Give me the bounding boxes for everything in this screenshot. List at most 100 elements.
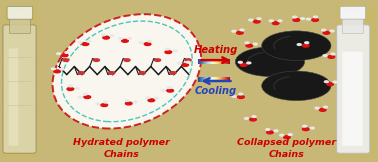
Circle shape <box>165 51 172 53</box>
Circle shape <box>247 62 251 64</box>
Circle shape <box>303 125 307 127</box>
Circle shape <box>307 18 310 20</box>
Circle shape <box>147 40 151 42</box>
Circle shape <box>232 96 236 97</box>
Circle shape <box>103 36 110 39</box>
Circle shape <box>186 61 190 63</box>
Circle shape <box>305 42 309 44</box>
Circle shape <box>119 38 122 39</box>
Circle shape <box>54 70 60 73</box>
Circle shape <box>254 20 260 23</box>
Circle shape <box>315 107 319 109</box>
Circle shape <box>83 93 87 95</box>
Circle shape <box>327 83 333 86</box>
FancyBboxPatch shape <box>2 6 37 158</box>
Circle shape <box>167 87 171 88</box>
Circle shape <box>284 136 290 139</box>
Circle shape <box>232 30 236 32</box>
Circle shape <box>252 116 256 117</box>
Circle shape <box>127 38 131 39</box>
Circle shape <box>266 129 270 130</box>
Circle shape <box>96 103 100 105</box>
Circle shape <box>278 20 282 22</box>
Circle shape <box>182 64 189 66</box>
Text: Hydrated polymer: Hydrated polymer <box>73 138 170 147</box>
Circle shape <box>110 35 114 37</box>
Circle shape <box>323 55 327 56</box>
Ellipse shape <box>53 14 201 129</box>
Circle shape <box>103 101 107 103</box>
FancyBboxPatch shape <box>3 25 36 153</box>
Circle shape <box>148 99 155 102</box>
Circle shape <box>239 93 243 95</box>
FancyBboxPatch shape <box>340 6 366 19</box>
Circle shape <box>257 18 261 20</box>
Circle shape <box>238 96 244 98</box>
Circle shape <box>93 59 99 61</box>
Circle shape <box>78 72 84 74</box>
Circle shape <box>101 104 108 106</box>
Circle shape <box>274 130 278 132</box>
Circle shape <box>139 72 145 74</box>
Circle shape <box>167 89 174 92</box>
FancyBboxPatch shape <box>342 52 363 146</box>
Circle shape <box>125 102 132 105</box>
Text: Collapsed polymer: Collapsed polymer <box>237 138 336 147</box>
Circle shape <box>272 22 279 25</box>
Circle shape <box>246 44 253 47</box>
Circle shape <box>165 48 169 50</box>
Circle shape <box>101 34 105 36</box>
Circle shape <box>333 81 337 83</box>
Circle shape <box>75 87 79 89</box>
Circle shape <box>125 100 129 101</box>
Circle shape <box>312 19 319 21</box>
Circle shape <box>324 106 327 108</box>
Circle shape <box>253 43 257 45</box>
Circle shape <box>87 40 91 42</box>
Circle shape <box>84 96 91 98</box>
Circle shape <box>293 16 297 18</box>
Circle shape <box>133 101 137 103</box>
Circle shape <box>301 18 305 19</box>
Circle shape <box>240 64 247 66</box>
Circle shape <box>161 89 165 91</box>
Circle shape <box>323 31 330 34</box>
FancyBboxPatch shape <box>7 6 33 19</box>
Circle shape <box>262 71 331 101</box>
Circle shape <box>237 31 243 34</box>
Circle shape <box>173 50 177 52</box>
Circle shape <box>146 97 150 98</box>
FancyBboxPatch shape <box>9 48 19 146</box>
Circle shape <box>139 42 143 44</box>
Circle shape <box>67 88 74 90</box>
Circle shape <box>235 47 305 76</box>
Circle shape <box>280 134 284 136</box>
Text: Chains: Chains <box>103 150 139 159</box>
Circle shape <box>178 62 181 64</box>
Circle shape <box>51 68 55 70</box>
Circle shape <box>170 72 176 74</box>
Circle shape <box>60 68 64 70</box>
Circle shape <box>122 39 128 42</box>
Circle shape <box>109 72 115 74</box>
Circle shape <box>78 96 82 98</box>
Circle shape <box>155 97 158 99</box>
Circle shape <box>313 16 318 18</box>
Circle shape <box>61 54 68 57</box>
Circle shape <box>302 128 309 131</box>
Circle shape <box>63 59 69 61</box>
Circle shape <box>262 31 331 60</box>
Circle shape <box>322 29 326 31</box>
Circle shape <box>302 44 309 47</box>
Circle shape <box>144 43 151 46</box>
Circle shape <box>249 19 253 21</box>
Circle shape <box>250 118 256 121</box>
Circle shape <box>82 43 89 46</box>
Circle shape <box>185 59 191 61</box>
Circle shape <box>330 30 334 32</box>
Circle shape <box>328 56 335 58</box>
Circle shape <box>245 42 249 44</box>
Circle shape <box>293 19 300 21</box>
Circle shape <box>266 131 273 134</box>
Circle shape <box>155 59 161 61</box>
